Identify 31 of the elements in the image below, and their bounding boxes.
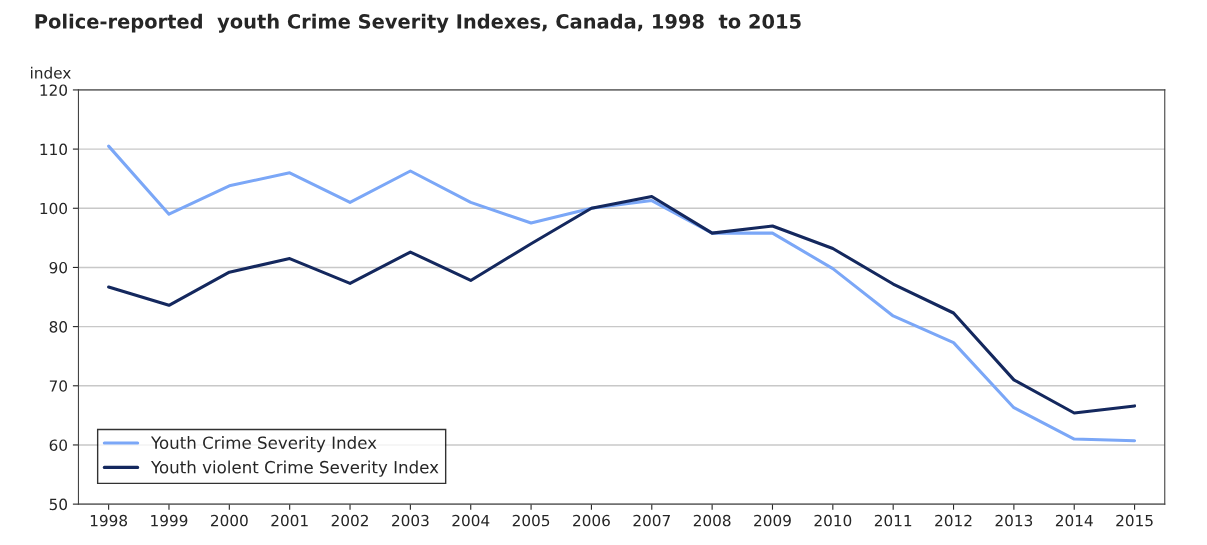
x-tick-label: 2008 <box>693 514 731 527</box>
x-tick-label: 2014 <box>1055 514 1093 527</box>
y-tick-label: 60 <box>49 439 68 451</box>
y-tick-label: 80 <box>49 321 68 333</box>
x-tick-label: 2015 <box>1116 514 1153 527</box>
y-tick-label: 100 <box>40 202 68 215</box>
y-tick-label: 50 <box>49 498 68 511</box>
y-tick-label: 70 <box>49 380 68 392</box>
x-tick-label: 2010 <box>814 514 852 527</box>
x-tick-label: 2003 <box>392 514 429 527</box>
y-axis-title: index <box>31 66 71 79</box>
x-tick-label: 2004 <box>452 514 490 527</box>
legend-label: Youth violent Crime Severity Index <box>150 460 439 477</box>
x-tick-label: 1998 <box>90 514 128 527</box>
x-tick-label: 2005 <box>512 514 550 527</box>
y-tick-label: 120 <box>40 84 68 96</box>
x-tick-label: 2011 <box>874 514 912 527</box>
x-tick-label: 2013 <box>995 514 1033 527</box>
chart-title: Police-reported youth Crime Severity Indexes, Canada, 1998 to 2015 <box>35 13 801 33</box>
x-tick-label: 2000 <box>211 514 248 527</box>
x-tick-label: 2012 <box>935 514 972 527</box>
x-tick-label: 2007 <box>633 514 670 527</box>
legend-label: Youth Crime Severity Index <box>150 436 377 453</box>
x-tick-label: 2006 <box>573 514 610 527</box>
y-tick-label: 90 <box>49 261 68 274</box>
y-tick-label: 110 <box>40 143 68 156</box>
x-tick-label: 2009 <box>754 514 791 527</box>
x-tick-label: 2001 <box>271 514 308 527</box>
x-tick-label: 2002 <box>331 514 368 527</box>
line-series <box>107 194 1137 415</box>
x-tick-label: 1999 <box>151 514 188 527</box>
